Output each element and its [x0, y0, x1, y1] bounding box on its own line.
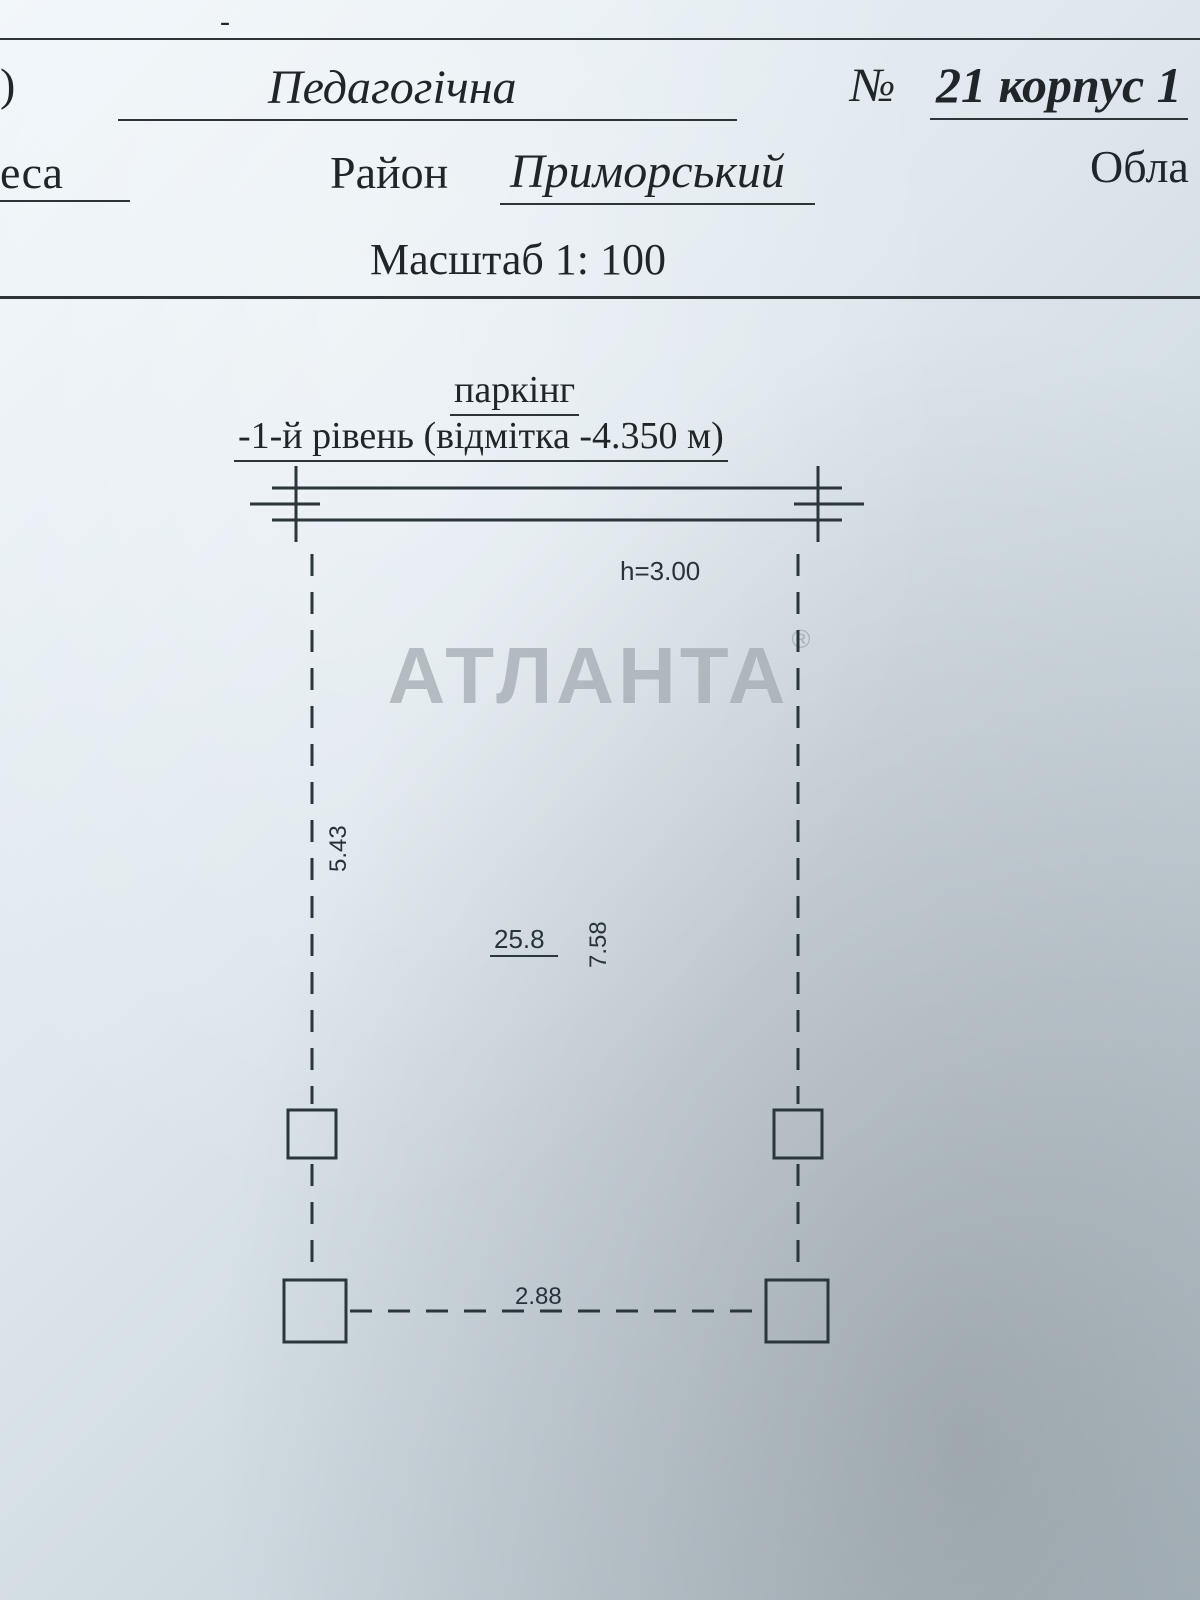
dim-area: 25.8 [494, 924, 545, 954]
dim-left-side: 5.43 [325, 825, 352, 872]
dim-right-side: 7.58 [585, 921, 612, 968]
floor-plan-svg: h=3.00 5.43 7.58 25.8 2.88 [0, 0, 1200, 1600]
page-root: - ) Педагогічна № 21 корпус 1 еса Район … [0, 0, 1200, 1600]
dim-bottom-width: 2.88 [515, 1283, 562, 1310]
height-note: h=3.00 [620, 556, 700, 586]
